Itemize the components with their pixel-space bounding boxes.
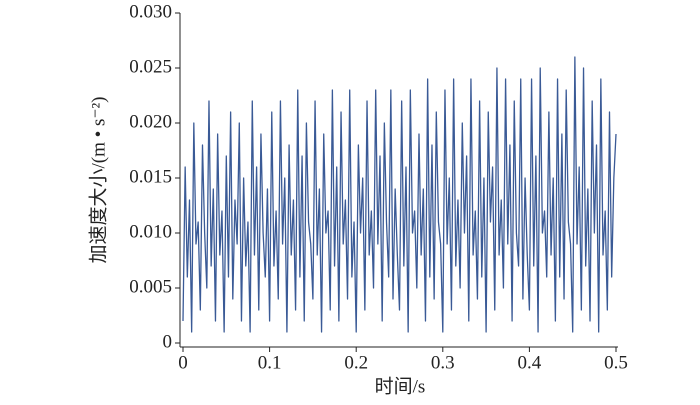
x-tick-label: 0.4 bbox=[518, 352, 542, 373]
y-tick-label: 0.020 bbox=[129, 111, 172, 132]
y-tick-label: 0.025 bbox=[129, 56, 172, 77]
x-tick-label: 0.5 bbox=[604, 352, 628, 373]
data-line bbox=[182, 56, 617, 333]
x-tick-label: 0 bbox=[178, 352, 188, 373]
y-tick-label: 0 bbox=[163, 331, 173, 352]
y-tick-label: 0.005 bbox=[129, 276, 172, 297]
x-axis-label: 时间/s bbox=[375, 375, 426, 397]
y-tick-label: 0.030 bbox=[129, 1, 172, 22]
x-tick-label: 0.2 bbox=[344, 352, 368, 373]
y-tick-label: 0.010 bbox=[129, 221, 172, 242]
y-axis-label: 加速度大小/(m • s⁻²) bbox=[87, 97, 109, 264]
x-tick-label: 0.1 bbox=[258, 352, 282, 373]
x-tick-label: 0.3 bbox=[431, 352, 455, 373]
y-tick-label: 0.015 bbox=[129, 166, 172, 187]
